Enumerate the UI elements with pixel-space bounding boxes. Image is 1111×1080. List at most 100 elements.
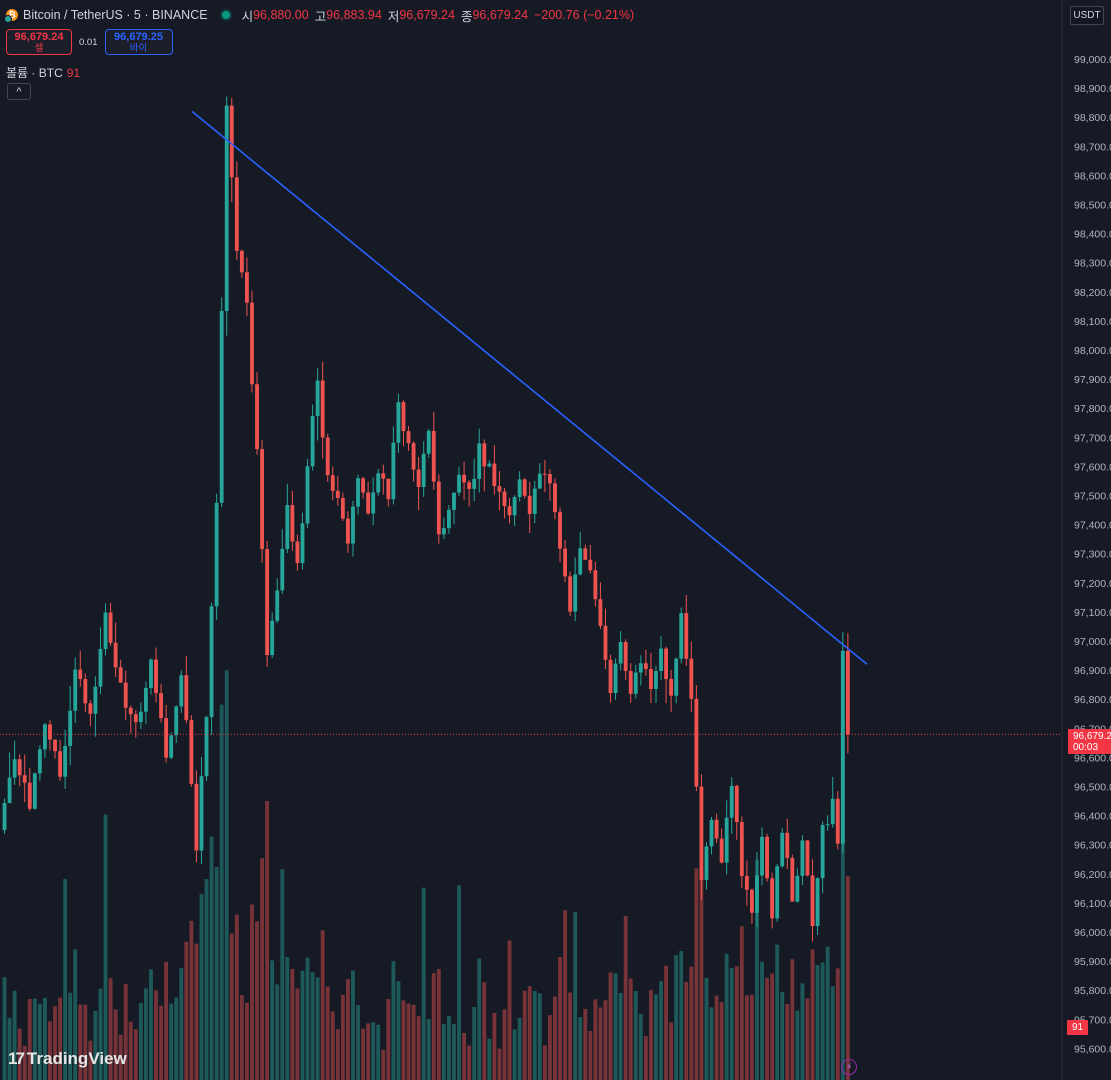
candle-body xyxy=(659,648,663,672)
candle-body xyxy=(578,548,583,575)
candle-body xyxy=(684,613,689,659)
volume-bar xyxy=(477,958,482,1080)
candle-body xyxy=(401,402,406,432)
sell-button[interactable]: 96,679.24 셀 xyxy=(6,29,72,55)
tradingview-logo[interactable]: 17 TradingView xyxy=(8,1049,127,1069)
candle-body xyxy=(12,759,17,778)
volume-bar xyxy=(108,978,113,1080)
candle-body xyxy=(573,574,578,612)
volume-bar xyxy=(563,910,567,1080)
price-tick-label: 98,900.00 xyxy=(1074,83,1111,95)
candle-body xyxy=(43,724,47,750)
candle-body xyxy=(739,821,744,877)
candle-body xyxy=(381,473,386,479)
candle-body xyxy=(669,679,674,696)
candle-body xyxy=(441,528,446,535)
candle-body xyxy=(512,497,517,516)
candle-body xyxy=(250,302,254,385)
volume-bar xyxy=(128,1021,133,1080)
volume-bar xyxy=(825,946,830,1080)
trendline[interactable] xyxy=(191,110,868,665)
candle-body xyxy=(325,437,330,476)
candle-body xyxy=(149,659,153,688)
price-tick-label: 96,600.00 xyxy=(1074,752,1111,764)
volume-bar xyxy=(558,957,562,1080)
volume-bar xyxy=(573,912,578,1080)
currency-selector[interactable]: USDT xyxy=(1070,6,1104,25)
candle-body xyxy=(320,380,325,438)
candle-body xyxy=(477,443,482,479)
volume-bar xyxy=(78,1004,83,1080)
candle-body xyxy=(790,857,795,902)
volume-bar xyxy=(649,989,653,1080)
candle-body xyxy=(63,745,68,777)
price-tick-label: 96,400.00 xyxy=(1074,811,1111,823)
candle-body xyxy=(118,667,123,683)
volume-bar xyxy=(7,1017,12,1080)
volume-bar xyxy=(790,959,795,1080)
price-tick-label: 97,800.00 xyxy=(1074,403,1111,415)
candle-body xyxy=(558,512,562,549)
price-axis[interactable]: 96,500.0096,600.0096,700.0096,800.0096,9… xyxy=(1061,0,1111,1080)
candle-body xyxy=(219,310,224,503)
volume-bar xyxy=(17,1028,22,1080)
volume-bar xyxy=(502,1009,507,1080)
volume-bar xyxy=(497,1048,502,1080)
volume-bar xyxy=(255,921,259,1080)
volume-bar xyxy=(482,982,487,1080)
candle-body xyxy=(315,380,320,417)
collapse-legend-button[interactable]: ^ xyxy=(7,83,31,100)
volume-bar xyxy=(290,969,295,1080)
candle-body xyxy=(457,474,461,493)
bolt-icon[interactable]: ⚡ xyxy=(841,1059,857,1075)
price-tick-label: 97,600.00 xyxy=(1074,461,1111,473)
volume-bar xyxy=(12,990,17,1080)
volume-bar xyxy=(194,943,199,1080)
candle-body xyxy=(123,682,128,708)
volume-bar xyxy=(214,867,219,1080)
volume-bar xyxy=(467,1045,472,1080)
candle-body xyxy=(770,878,775,919)
candle-body xyxy=(623,642,628,672)
volume-bar xyxy=(527,986,532,1080)
symbol-title[interactable]: Bitcoin / TetherUS · 5 · BINANCE xyxy=(23,8,208,22)
volume-bar xyxy=(250,904,254,1080)
volume-bar xyxy=(770,973,775,1080)
open-value: 96,880.00 xyxy=(253,8,309,22)
candle-body xyxy=(709,819,714,847)
volume-bar xyxy=(835,968,840,1080)
symbol-header: ₿ Bitcoin / TetherUS · 5 · BINANCE 시 96,… xyxy=(4,6,634,24)
volume-legend[interactable]: 볼륨 · BTC 91 xyxy=(6,64,80,81)
price-tick-label: 98,500.00 xyxy=(1074,200,1111,212)
candle-body xyxy=(371,492,376,514)
candle-body xyxy=(68,710,73,746)
volume-bar xyxy=(361,1028,365,1080)
buy-button[interactable]: 96,679.25 바이 xyxy=(104,29,173,55)
candle-body xyxy=(492,463,497,487)
candle-body xyxy=(840,650,845,844)
candle-body xyxy=(603,625,608,660)
candle-body xyxy=(689,658,694,699)
candle-body xyxy=(679,613,684,659)
candle-body xyxy=(108,612,113,643)
candle-body xyxy=(472,478,477,489)
volume-bar xyxy=(73,949,78,1080)
volume-bar xyxy=(421,887,426,1080)
volume-bar xyxy=(159,1005,163,1080)
price-tick-label: 97,100.00 xyxy=(1074,607,1111,619)
volume-bar xyxy=(669,1022,674,1080)
candle-body xyxy=(593,570,598,600)
volume-bar xyxy=(724,953,729,1080)
volume-bar xyxy=(719,1002,724,1080)
volume-bar xyxy=(664,965,668,1080)
volume-bar xyxy=(325,986,330,1080)
tradingview-logo-icon: 17 xyxy=(8,1049,25,1068)
candle-body xyxy=(598,599,603,626)
volume-bar xyxy=(300,970,305,1080)
bar-countdown: 00:03 xyxy=(1073,742,1099,753)
candle-body xyxy=(335,490,340,498)
volume-bar xyxy=(679,951,684,1080)
volume-bar xyxy=(654,994,658,1080)
candle-body xyxy=(32,773,37,809)
